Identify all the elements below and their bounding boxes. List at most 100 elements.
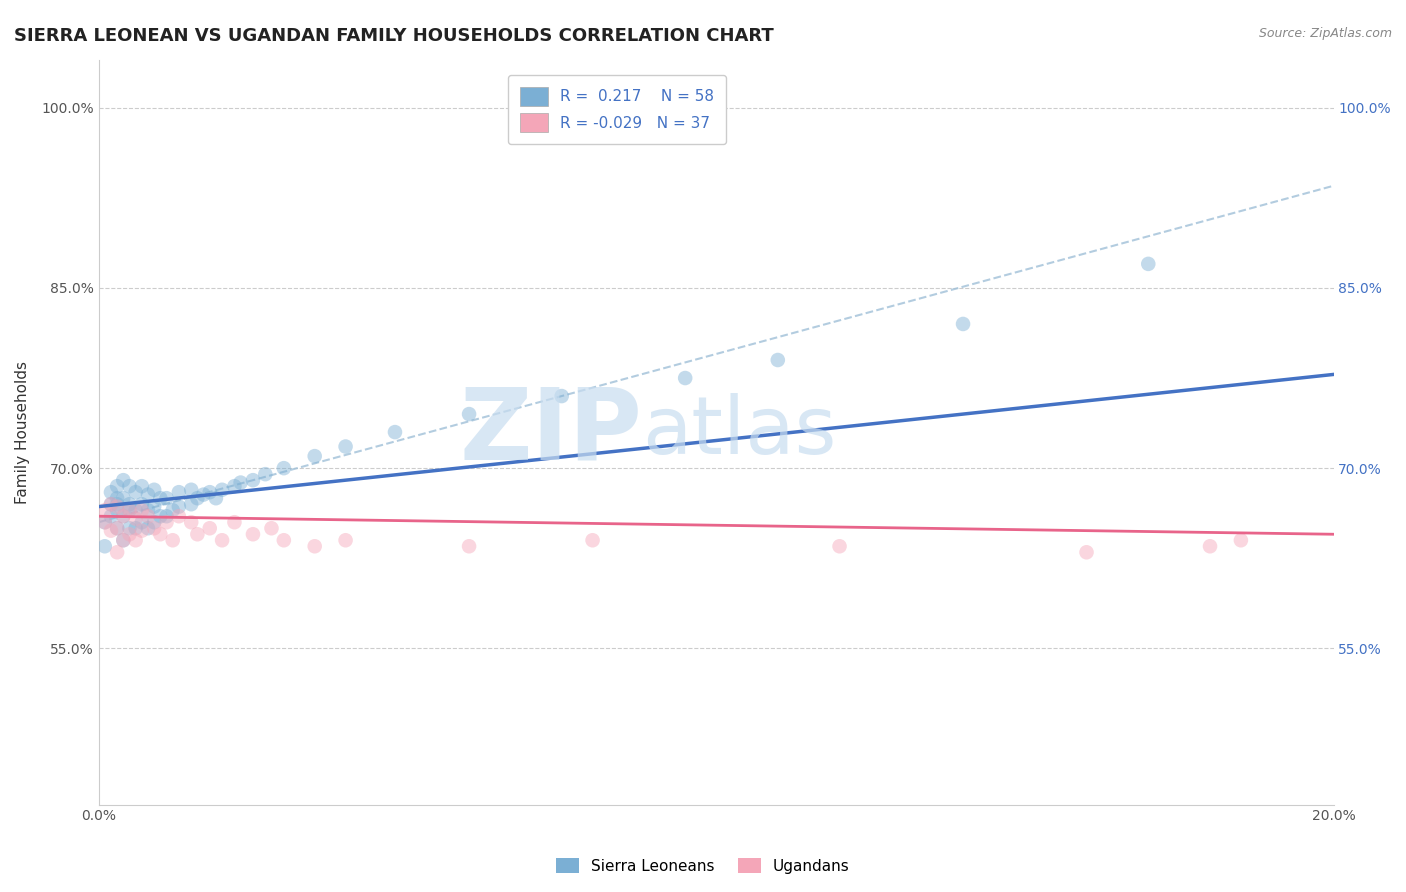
Point [193, 487, 215, 501]
Point [1199, 539, 1222, 553]
Point [458, 539, 481, 553]
Point [211, 483, 233, 497]
Point [304, 539, 326, 553]
Point [180, 497, 202, 511]
Text: Source: ZipAtlas.com: Source: ZipAtlas.com [1258, 27, 1392, 40]
Point [828, 539, 851, 553]
Point [180, 515, 202, 529]
Point [186, 491, 208, 506]
Point [198, 485, 221, 500]
Point [105, 500, 128, 514]
Point [112, 491, 135, 506]
Point [118, 497, 141, 511]
Point [124, 503, 146, 517]
Point [143, 500, 166, 514]
Point [100, 509, 122, 524]
Point [211, 533, 233, 548]
Text: SIERRA LEONEAN VS UGANDAN FAMILY HOUSEHOLDS CORRELATION CHART: SIERRA LEONEAN VS UGANDAN FAMILY HOUSEHO… [14, 27, 773, 45]
Point [100, 497, 122, 511]
Point [118, 521, 141, 535]
Y-axis label: Family Households: Family Households [15, 360, 30, 504]
Point [94, 539, 117, 553]
Point [155, 509, 177, 524]
Point [242, 527, 264, 541]
Point [124, 511, 146, 525]
Point [198, 521, 221, 535]
Point [384, 425, 406, 439]
Point [766, 353, 789, 368]
Point [205, 491, 228, 506]
Point [167, 500, 190, 514]
Point [136, 503, 159, 517]
Point [952, 317, 974, 331]
Point [100, 497, 122, 511]
Point [149, 509, 172, 524]
Point [155, 491, 177, 506]
Point [112, 509, 135, 524]
Point [105, 479, 128, 493]
Point [124, 533, 146, 548]
Point [155, 515, 177, 529]
Text: ZIP: ZIP [460, 384, 643, 481]
Point [136, 521, 159, 535]
Point [118, 503, 141, 517]
Point [260, 521, 283, 535]
Point [229, 475, 252, 490]
Point [118, 479, 141, 493]
Point [335, 533, 357, 548]
Point [149, 491, 172, 506]
Point [242, 473, 264, 487]
Point [458, 407, 481, 421]
Point [94, 515, 117, 529]
Point [136, 487, 159, 501]
Point [112, 533, 135, 548]
Point [136, 509, 159, 524]
Point [118, 503, 141, 517]
Point [1230, 533, 1253, 548]
Point [143, 483, 166, 497]
Point [273, 533, 295, 548]
Point [131, 524, 153, 538]
Legend: Sierra Leoneans, Ugandans: Sierra Leoneans, Ugandans [550, 852, 856, 880]
Point [162, 503, 184, 517]
Point [112, 533, 135, 548]
Point [131, 479, 153, 493]
Point [118, 527, 141, 541]
Point [224, 515, 246, 529]
Point [143, 515, 166, 529]
Point [105, 491, 128, 506]
Point [149, 527, 172, 541]
Point [273, 461, 295, 475]
Point [673, 371, 696, 385]
Point [105, 503, 128, 517]
Point [131, 515, 153, 529]
Legend: R =  0.217    N = 58, R = -0.029   N = 37: R = 0.217 N = 58, R = -0.029 N = 37 [508, 75, 727, 144]
Point [581, 533, 603, 548]
Point [186, 527, 208, 541]
Point [304, 449, 326, 463]
Point [105, 521, 128, 535]
Point [112, 473, 135, 487]
Text: atlas: atlas [643, 393, 837, 471]
Point [550, 389, 572, 403]
Point [94, 503, 117, 517]
Point [224, 479, 246, 493]
Point [100, 524, 122, 538]
Point [105, 521, 128, 535]
Point [124, 485, 146, 500]
Point [105, 497, 128, 511]
Point [131, 497, 153, 511]
Point [94, 515, 117, 529]
Point [1137, 257, 1160, 271]
Point [335, 440, 357, 454]
Point [180, 483, 202, 497]
Point [162, 533, 184, 548]
Point [1076, 545, 1098, 559]
Point [167, 509, 190, 524]
Point [143, 521, 166, 535]
Point [254, 467, 277, 482]
Point [167, 485, 190, 500]
Point [100, 485, 122, 500]
Point [112, 509, 135, 524]
Point [105, 545, 128, 559]
